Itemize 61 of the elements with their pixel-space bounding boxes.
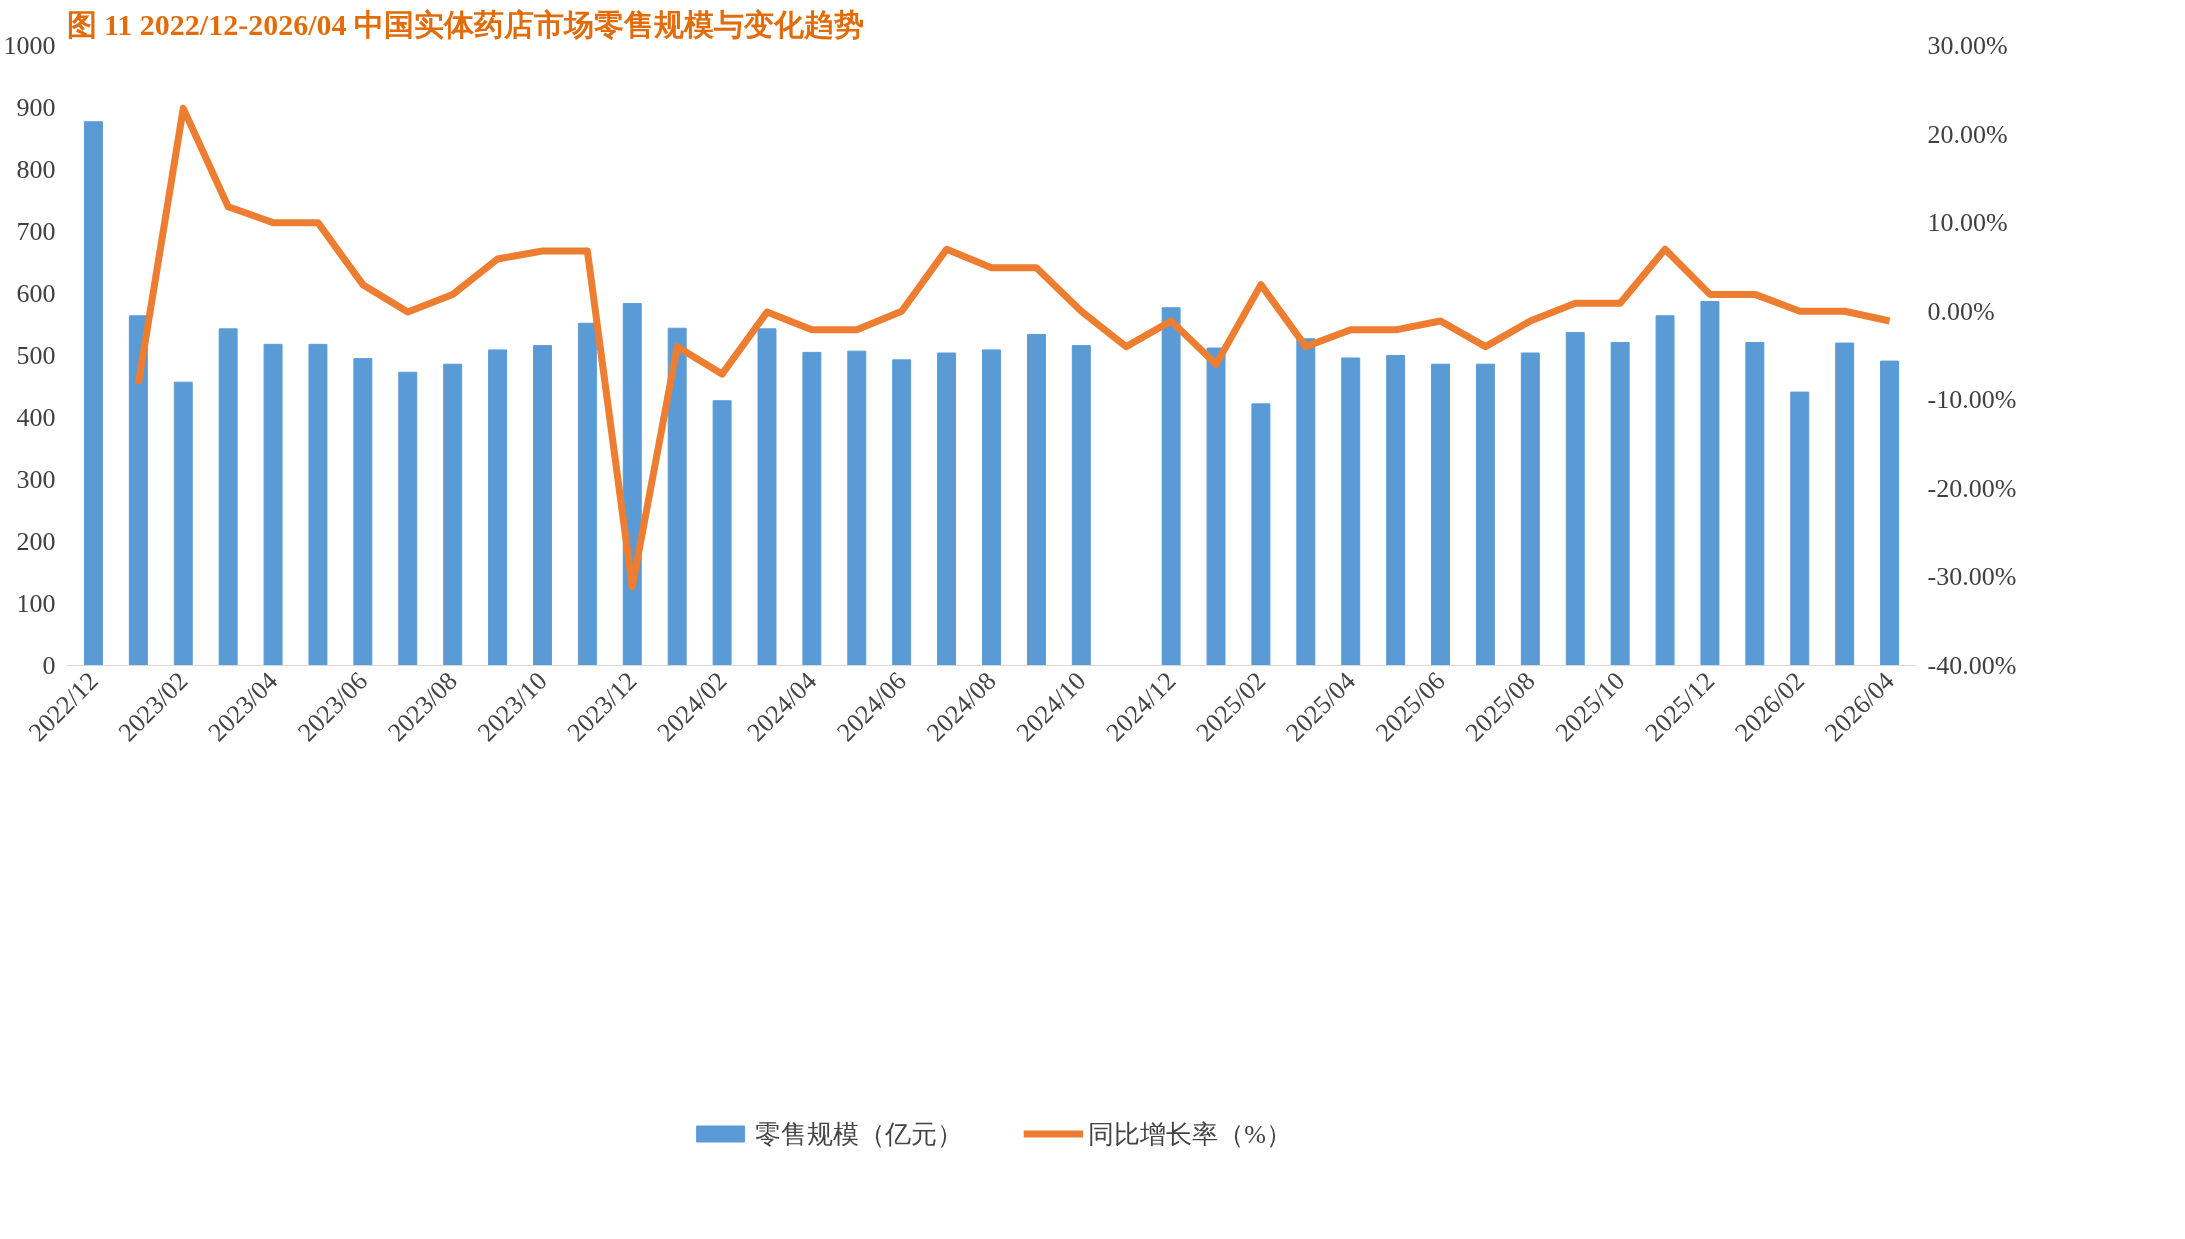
legend-label: 零售规模（亿元）	[755, 1118, 964, 1151]
bar	[218, 328, 238, 666]
y-tick-label: 200	[16, 527, 56, 556]
bar	[577, 322, 597, 666]
bar	[353, 358, 373, 666]
bar	[1071, 345, 1091, 666]
bar	[1700, 301, 1720, 666]
bar	[1386, 355, 1406, 666]
legend-label: 同比增长率（%）	[1088, 1118, 1292, 1151]
y-tick-label: 100	[16, 589, 56, 618]
bar	[398, 371, 418, 666]
bar	[982, 349, 1001, 666]
bar	[1475, 363, 1495, 666]
bar	[488, 349, 508, 666]
bar	[1341, 357, 1361, 666]
bar	[847, 350, 867, 666]
y2-tick-label: -40.00%	[1927, 651, 2017, 680]
bar	[173, 381, 193, 666]
y-tick-label: 600	[16, 279, 56, 308]
y-tick-label: 700	[16, 217, 56, 246]
y-tick-label: 0	[42, 651, 56, 680]
chart-title: 图 11 2022/12-2026/04 中国实体药店市场零售规模与变化趋势	[66, 7, 865, 41]
bar	[1880, 360, 1900, 666]
y2-tick-label: 10.00%	[1927, 208, 2008, 238]
bar	[1431, 363, 1451, 666]
bar	[1655, 315, 1675, 666]
y2-tick-label: -20.00%	[1927, 473, 2017, 503]
bar	[712, 400, 732, 666]
bar	[532, 345, 552, 666]
y2-tick-label: 30.00%	[1927, 31, 2008, 60]
bar	[308, 343, 328, 666]
bar	[1790, 391, 1810, 666]
bar	[1610, 341, 1630, 666]
bar	[1745, 341, 1765, 666]
y-tick-label: 1000	[3, 31, 56, 60]
y2-tick-label: 20.00%	[1927, 119, 2008, 149]
bar	[1026, 333, 1046, 666]
bar	[937, 352, 957, 666]
bar	[128, 315, 148, 666]
y2-tick-label: 0.00%	[1927, 296, 1995, 326]
bar	[892, 359, 912, 666]
bar	[83, 121, 103, 666]
bar	[1161, 307, 1181, 666]
y-tick-label: 500	[16, 341, 56, 370]
bar	[443, 363, 463, 666]
bar	[1251, 403, 1271, 666]
bar	[1296, 338, 1316, 666]
y-tick-label: 900	[16, 93, 56, 122]
y2-tick-label: -30.00%	[1927, 562, 2017, 592]
y2-tick-label: -10.00%	[1927, 385, 2017, 415]
bar	[263, 343, 283, 666]
y-tick-label: 400	[16, 403, 56, 432]
y-tick-label: 800	[16, 155, 56, 184]
bar	[1565, 332, 1585, 666]
bar	[1520, 352, 1540, 666]
bar	[802, 351, 822, 666]
bar	[757, 328, 777, 666]
bar	[1206, 347, 1226, 666]
y-tick-label: 300	[16, 465, 56, 494]
bar	[667, 327, 687, 666]
bar	[1835, 342, 1855, 666]
